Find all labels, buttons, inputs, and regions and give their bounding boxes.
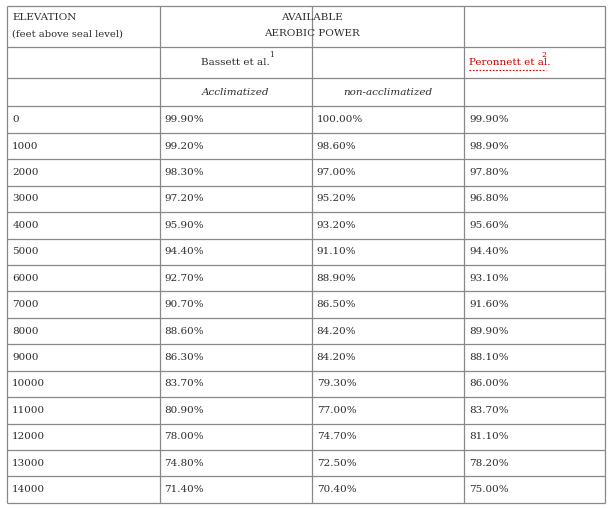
Text: 14000: 14000 xyxy=(12,485,45,494)
Text: 83.70%: 83.70% xyxy=(165,380,204,388)
Text: 93.20%: 93.20% xyxy=(317,221,356,230)
Text: 98.60%: 98.60% xyxy=(317,142,356,151)
Text: 74.70%: 74.70% xyxy=(317,432,356,441)
Text: 77.00%: 77.00% xyxy=(317,406,356,415)
Text: AEROBIC POWER: AEROBIC POWER xyxy=(264,29,360,38)
Text: 79.30%: 79.30% xyxy=(317,380,356,388)
Text: 90.70%: 90.70% xyxy=(165,300,204,309)
Text: 91.10%: 91.10% xyxy=(317,247,356,257)
Text: 98.90%: 98.90% xyxy=(469,142,509,151)
Text: 89.90%: 89.90% xyxy=(469,327,509,335)
Text: 9000: 9000 xyxy=(12,353,39,362)
Text: 97.80%: 97.80% xyxy=(469,168,509,177)
Text: 100.00%: 100.00% xyxy=(317,115,363,124)
Text: 5000: 5000 xyxy=(12,247,39,257)
Text: 99.90%: 99.90% xyxy=(469,115,509,124)
Text: 75.00%: 75.00% xyxy=(469,485,509,494)
Text: Peronnett et al.: Peronnett et al. xyxy=(469,58,551,67)
Text: 81.10%: 81.10% xyxy=(469,432,509,441)
Text: 83.70%: 83.70% xyxy=(469,406,509,415)
Text: 95.20%: 95.20% xyxy=(317,194,356,204)
Text: 84.20%: 84.20% xyxy=(317,327,356,335)
Text: 11000: 11000 xyxy=(12,406,45,415)
Text: 1000: 1000 xyxy=(12,142,39,151)
Text: 86.50%: 86.50% xyxy=(317,300,356,309)
Text: 1: 1 xyxy=(269,51,274,59)
Text: 6000: 6000 xyxy=(12,274,39,282)
Text: 2000: 2000 xyxy=(12,168,39,177)
Text: 80.90%: 80.90% xyxy=(165,406,204,415)
Text: 94.40%: 94.40% xyxy=(165,247,204,257)
Text: 88.60%: 88.60% xyxy=(165,327,204,335)
Text: (feet above seal level): (feet above seal level) xyxy=(12,29,123,38)
Text: 99.90%: 99.90% xyxy=(165,115,204,124)
Text: AVAILABLE: AVAILABLE xyxy=(281,13,343,22)
Text: 92.70%: 92.70% xyxy=(165,274,204,282)
Text: 88.10%: 88.10% xyxy=(469,353,509,362)
Text: 86.30%: 86.30% xyxy=(165,353,204,362)
Text: 3000: 3000 xyxy=(12,194,39,204)
Text: 91.60%: 91.60% xyxy=(469,300,509,309)
Text: 86.00%: 86.00% xyxy=(469,380,509,388)
Text: 13000: 13000 xyxy=(12,459,45,468)
Text: 71.40%: 71.40% xyxy=(165,485,204,494)
Text: 84.20%: 84.20% xyxy=(317,353,356,362)
Text: 8000: 8000 xyxy=(12,327,39,335)
Text: 7000: 7000 xyxy=(12,300,39,309)
Text: 95.60%: 95.60% xyxy=(469,221,509,230)
Text: 70.40%: 70.40% xyxy=(317,485,356,494)
Text: Acclimatized: Acclimatized xyxy=(202,88,269,97)
Text: 93.10%: 93.10% xyxy=(469,274,509,282)
Text: 98.30%: 98.30% xyxy=(165,168,204,177)
Text: 72.50%: 72.50% xyxy=(317,459,356,468)
Text: 4000: 4000 xyxy=(12,221,39,230)
Text: 74.80%: 74.80% xyxy=(165,459,204,468)
Text: Bassett et al.: Bassett et al. xyxy=(201,58,270,67)
Text: 78.20%: 78.20% xyxy=(469,459,509,468)
Text: 97.00%: 97.00% xyxy=(317,168,356,177)
Text: 2: 2 xyxy=(541,51,546,59)
Text: 97.20%: 97.20% xyxy=(165,194,204,204)
Text: 96.80%: 96.80% xyxy=(469,194,509,204)
Text: 94.40%: 94.40% xyxy=(469,247,509,257)
Text: 12000: 12000 xyxy=(12,432,45,441)
Text: non-acclimatized: non-acclimatized xyxy=(343,88,433,97)
Text: 10000: 10000 xyxy=(12,380,45,388)
Text: ELEVATION: ELEVATION xyxy=(12,13,76,22)
Text: 99.20%: 99.20% xyxy=(165,142,204,151)
Text: 0: 0 xyxy=(12,115,19,124)
Text: 78.00%: 78.00% xyxy=(165,432,204,441)
Text: 95.90%: 95.90% xyxy=(165,221,204,230)
Text: 88.90%: 88.90% xyxy=(317,274,356,282)
